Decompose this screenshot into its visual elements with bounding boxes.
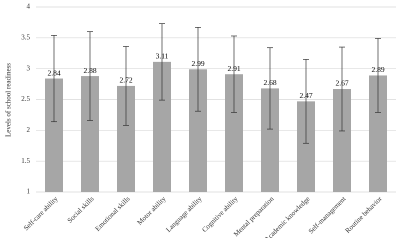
bar [261, 88, 279, 192]
x-tick-label: Motor ability [136, 195, 168, 227]
bar [117, 85, 135, 192]
y-tick-label: 1 [27, 188, 31, 196]
value-label: 2.91 [227, 64, 240, 73]
x-tick-label: Language ability [164, 195, 203, 234]
x-tick-label: Self-care ability [22, 195, 60, 233]
value-label: 2.84 [47, 68, 60, 77]
value-label: 2.88 [83, 66, 96, 75]
value-label: 2.68 [263, 78, 276, 87]
y-tick-label: 3 [27, 64, 31, 72]
value-label: 2.89 [371, 65, 384, 74]
y-tick-label: 1.5 [21, 157, 30, 165]
bar [81, 76, 99, 192]
x-tick-label: Social skills [66, 195, 96, 225]
bar [369, 75, 387, 192]
value-label: 2.67 [335, 79, 348, 88]
x-tick-label: Emotional skills [94, 195, 132, 233]
y-tick-label: 2.5 [21, 95, 30, 103]
value-label: 2.99 [191, 59, 204, 68]
bar [225, 74, 243, 192]
x-tick-label: Routine behavior [344, 194, 384, 234]
bar [189, 69, 207, 192]
bar [333, 89, 351, 192]
y-tick-label: 3.5 [21, 33, 30, 41]
bar [297, 101, 315, 192]
y-tick-label: 2 [27, 126, 31, 134]
x-tick-label: Self-management [307, 195, 348, 236]
value-label: 2.47 [299, 91, 312, 100]
y-tick-label: 4 [27, 3, 31, 11]
x-tick-label: Cognitive ability [200, 195, 239, 234]
bar [153, 61, 171, 193]
value-label: 2.72 [119, 76, 132, 85]
bar [45, 78, 63, 192]
value-label: 3.11 [156, 52, 169, 61]
y-axis-label: Levels of school readiness [5, 63, 13, 137]
